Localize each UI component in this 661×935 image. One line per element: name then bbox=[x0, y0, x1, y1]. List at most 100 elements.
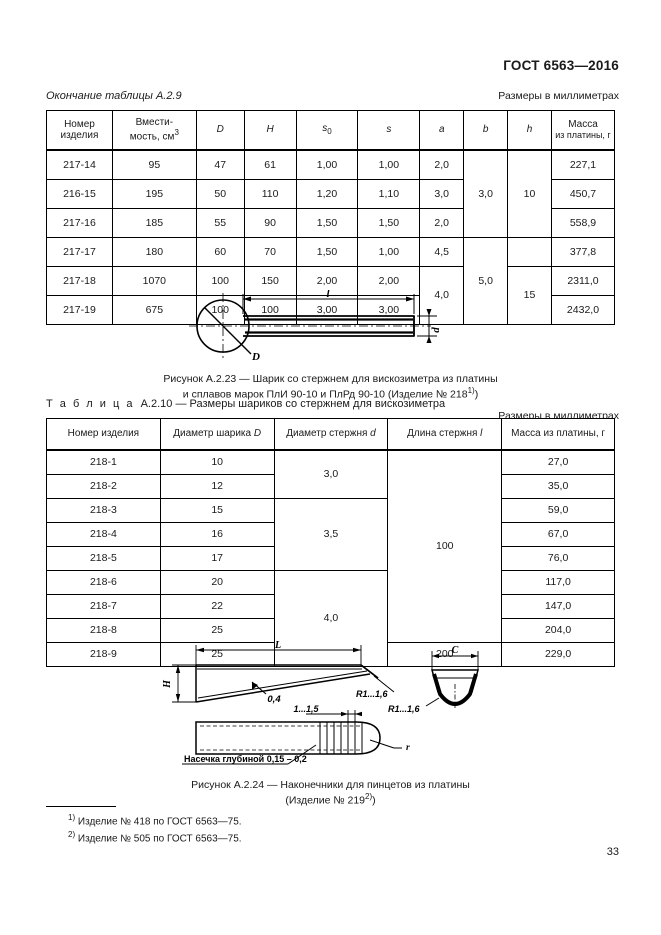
th-line2: из платины, г bbox=[555, 130, 611, 140]
cell-D: 60 bbox=[195, 237, 245, 267]
table-a29-caption-row: Окончание таблицы А.2.9 Размеры в миллим… bbox=[46, 90, 619, 102]
cell-s0: 1,50 bbox=[295, 237, 359, 267]
cell-nomer: 218-7 bbox=[46, 594, 161, 619]
cell-diametr-sharika: 17 bbox=[159, 546, 275, 571]
table-row: 217-17 180 60 70 1,50 1,00 4,5 5,0 377,8 bbox=[46, 237, 616, 325]
th-H: H bbox=[243, 110, 297, 151]
caption-footnote-marker: 2) bbox=[365, 792, 373, 802]
caption-prefix: Т а б л и ц а bbox=[46, 398, 135, 410]
cell-nomer: 216-15 bbox=[46, 179, 113, 209]
cell-vmestimost: 1070 bbox=[111, 266, 197, 296]
figure-a224-drawing: L H 0,4 R1...1,6 bbox=[162, 640, 479, 765]
cell-massa: 59,0 bbox=[501, 498, 615, 523]
figure-a223: l D d Рисунок А.2.23 — Шарик со стержнем… bbox=[0, 290, 661, 402]
label-pitch: 1...1,5 bbox=[293, 704, 319, 714]
cell-diametr-sterzhnya-merged: 3,0 bbox=[273, 449, 389, 499]
label-R1-upper: R1...1,6 bbox=[356, 689, 389, 699]
cell-nomer: 217-16 bbox=[46, 208, 113, 238]
cell-a: 3,0 bbox=[419, 179, 465, 209]
caption-line-2-text: и сплавов марок ПлИ 90-10 и ПлРд 90-10 (… bbox=[182, 388, 468, 401]
cell-nomer: 217-17 bbox=[46, 237, 113, 267]
cell-diametr-sharika: 12 bbox=[159, 474, 275, 499]
table-row: 218-1 10 3,0 100 27,0 bbox=[46, 449, 615, 643]
th-b: b bbox=[463, 110, 509, 151]
th-symbol: l bbox=[480, 428, 483, 440]
cell-diametr-sterzhnya-merged: 4,0 bbox=[273, 570, 389, 667]
nose-radius-leader bbox=[369, 739, 394, 749]
cell-diametr-sharika: 10 bbox=[159, 449, 275, 475]
cell-massa: 27,0 bbox=[501, 449, 615, 475]
caption-line-2-text: (Изделие № 219 bbox=[285, 794, 366, 807]
th-line2: мость, см bbox=[129, 131, 175, 143]
label-r: r bbox=[406, 743, 410, 753]
cell-b-merged: 5,0 bbox=[463, 237, 509, 325]
cell-massa: 76,0 bbox=[501, 546, 615, 571]
footnote-text: Изделие № 505 по ГОСТ 6563—75. bbox=[77, 833, 242, 845]
cell-nomer: 218-2 bbox=[46, 474, 161, 499]
footnote-separator-rule bbox=[46, 806, 116, 807]
table-row: 216-15 195 50 110 1,20 1,10 3,0 450,7 bbox=[46, 179, 616, 209]
tip-taper-edge bbox=[195, 673, 370, 703]
cell-dlina-sterzhnya: 200 bbox=[387, 642, 503, 667]
cell-massa: 558,9 bbox=[550, 208, 616, 238]
th-sup: 3 bbox=[174, 128, 179, 138]
caption-line-1: Рисунок А.2.23 — Шарик со стержнем для в… bbox=[163, 373, 498, 385]
th-nomer-izdeliya: Номер изделия bbox=[46, 110, 113, 151]
label-R1-lower: R1...1,6 bbox=[388, 704, 421, 714]
th-line1: Номер bbox=[64, 118, 95, 130]
cell-H: 70 bbox=[243, 237, 297, 267]
cell-s: 1,10 bbox=[357, 179, 421, 209]
cell-s: 2,00 bbox=[357, 266, 421, 296]
section-wall bbox=[431, 673, 478, 706]
cell-h-merged: 10 bbox=[507, 149, 552, 238]
cell-h-spacer bbox=[507, 237, 552, 267]
figure-a224-caption: Рисунок А.2.24 — Наконечники для пинцето… bbox=[0, 778, 661, 808]
footnote-item: 1) Изделие № 418 по ГОСТ 6563—75. bbox=[46, 812, 242, 829]
th-D: D bbox=[195, 110, 245, 151]
cell-diametr-sterzhnya-merged: 3,5 bbox=[273, 498, 389, 571]
th-s0-sub: 0 bbox=[327, 127, 332, 137]
cell-massa: 147,0 bbox=[501, 594, 615, 619]
cell-s0: 1,50 bbox=[295, 208, 359, 238]
th-massa: Масса из платины, г bbox=[501, 418, 615, 451]
label-chamfer-04: 0,4 bbox=[267, 694, 281, 705]
cell-nomer: 218-3 bbox=[46, 498, 161, 523]
cell-diametr-sharika: 16 bbox=[159, 522, 275, 547]
table-a29-units-note: Размеры в миллиметрах bbox=[498, 90, 619, 102]
cell-nomer: 218-6 bbox=[46, 570, 161, 595]
table-row: 217-18 1070 100 150 2,00 2,00 4,0 15 231… bbox=[46, 266, 616, 325]
caption-line-2-tail: ) bbox=[372, 794, 376, 807]
table-a210: Номер изделия Диаметр шарика D Диаметр с… bbox=[46, 418, 615, 667]
cell-s0: 1,00 bbox=[295, 149, 359, 180]
th-a: a bbox=[419, 110, 465, 151]
label-length-l: l bbox=[326, 290, 330, 300]
table-a29-header-row: Номер изделия Вмести- мость, см3 D H s0 … bbox=[46, 110, 616, 151]
table-row: 218-2 12 35,0 bbox=[46, 474, 615, 499]
th-text: Длина стержня bbox=[407, 428, 481, 440]
table-a210-caption: Т а б л и ц а А.2.10 — Размеры шариков с… bbox=[46, 398, 445, 410]
label-knurl-note: Насечка глубиной 0,15 – 0,2 bbox=[184, 754, 307, 764]
knurl-note-leader bbox=[287, 744, 316, 765]
cell-massa: 67,0 bbox=[501, 522, 615, 547]
caption-line-1: Рисунок А.2.24 — Наконечники для пинцето… bbox=[191, 779, 470, 791]
cell-vmestimost: 195 bbox=[111, 179, 197, 209]
table-a29: Номер изделия Вмести- мость, см3 D H s0 … bbox=[46, 110, 616, 325]
th-h: h bbox=[507, 110, 552, 151]
arrow-right bbox=[405, 296, 414, 302]
cell-D: 55 bbox=[195, 208, 245, 238]
cell-diametr-sharika: 20 bbox=[159, 570, 275, 595]
cell-h-merged: 15 bbox=[507, 266, 552, 325]
caption-line-2-tail: ) bbox=[474, 388, 479, 401]
cell-H: 110 bbox=[243, 179, 297, 209]
th-text: Диаметр шарика bbox=[173, 428, 254, 440]
cell-dlina-sterzhnya-merged: 100 bbox=[387, 449, 503, 643]
cell-vmestimost: 675 bbox=[111, 295, 197, 325]
th-diametr-sharika: Диаметр шарика D bbox=[159, 418, 275, 451]
cell-nomer: 218-8 bbox=[46, 618, 161, 643]
cell-nomer: 218-9 bbox=[46, 642, 161, 667]
cell-D: 47 bbox=[195, 149, 245, 180]
cell-nomer: 217-19 bbox=[46, 295, 113, 325]
cell-s0: 1,20 bbox=[295, 179, 359, 209]
cell-H: 61 bbox=[243, 149, 297, 180]
